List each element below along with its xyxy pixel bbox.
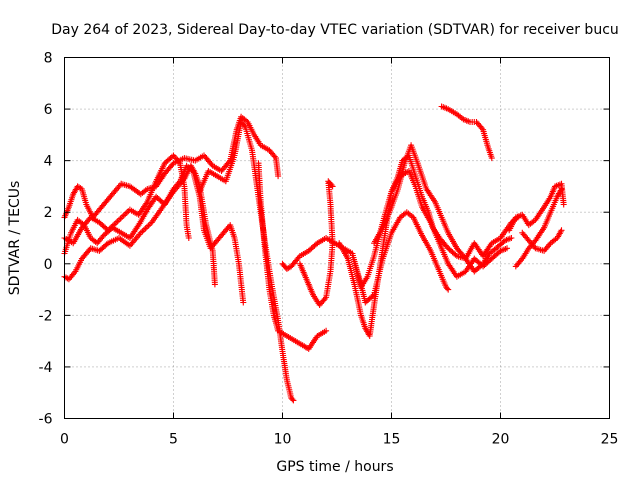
data-point <box>558 227 565 234</box>
data-point <box>305 247 312 254</box>
x-axis-label: GPS time / hours <box>276 459 393 475</box>
y-axis: -6 -4 -2 0 2 4 6 8 <box>39 51 610 428</box>
grid <box>64 57 610 419</box>
y-tick-label: -2 <box>39 308 53 324</box>
y-axis-label: SDTVAR / TECUs <box>7 181 23 296</box>
data-point <box>167 155 174 162</box>
data-point <box>323 327 330 334</box>
data-point <box>158 198 165 205</box>
data-point <box>368 294 375 301</box>
x-tick-label: 15 <box>383 432 401 448</box>
y-tick-label: -4 <box>39 360 53 376</box>
series-track-8 <box>296 178 336 308</box>
y-tick-label: 6 <box>44 102 53 118</box>
y-tick-label: 2 <box>44 205 53 221</box>
series-track-12 <box>438 103 495 162</box>
data-point <box>488 255 495 262</box>
data-point <box>508 235 515 241</box>
data-point <box>560 201 567 208</box>
data-point <box>241 122 248 129</box>
data-point <box>328 182 335 189</box>
data-point <box>488 155 495 162</box>
x-tick-label: 5 <box>169 432 178 448</box>
x-axis: 0 5 10 15 20 25 <box>60 57 619 448</box>
series-track-15 <box>519 227 565 254</box>
data-point <box>290 397 297 404</box>
data-point <box>240 299 247 306</box>
data-point <box>494 250 501 257</box>
data-point <box>329 183 336 190</box>
data-point <box>153 193 160 200</box>
x-tick-label: 25 <box>601 432 619 448</box>
data-point <box>445 286 452 293</box>
series-track-11 <box>371 142 515 275</box>
series-track-6 <box>255 160 330 352</box>
x-tick-label: 20 <box>492 432 510 448</box>
series-track-13 <box>506 180 567 234</box>
data-point <box>477 263 484 270</box>
data-point <box>102 224 109 231</box>
data-point <box>99 222 106 229</box>
data-point <box>485 258 492 265</box>
data-point <box>558 186 565 192</box>
y-tick-label: -6 <box>39 412 53 428</box>
series-track-4 <box>61 152 192 247</box>
data-point <box>308 245 315 252</box>
chart-title: Day 264 of 2023, Sidereal Day-to-day VTE… <box>51 22 619 38</box>
plot-frame <box>64 57 610 419</box>
data-point <box>494 244 501 250</box>
series-track-14 <box>512 186 565 270</box>
data-point <box>275 173 282 180</box>
data-point <box>96 219 103 226</box>
y-tick-label: 4 <box>44 154 53 170</box>
data-series <box>61 103 567 404</box>
data-point <box>185 235 192 241</box>
data-point <box>445 245 452 252</box>
data-point <box>96 247 103 254</box>
data-point <box>444 285 451 292</box>
x-tick-label: 10 <box>274 432 292 448</box>
data-point <box>504 245 510 252</box>
data-point <box>156 196 162 203</box>
x-tick-label: 0 <box>60 432 69 448</box>
data-point <box>448 247 455 254</box>
data-point <box>161 160 168 167</box>
y-tick-label: 8 <box>44 51 53 67</box>
data-point <box>99 245 106 252</box>
data-point <box>211 281 218 288</box>
data-point <box>363 298 370 305</box>
y-tick-label: 0 <box>44 257 53 273</box>
data-point <box>289 396 296 403</box>
data-point <box>499 240 505 247</box>
data-point <box>472 256 479 263</box>
